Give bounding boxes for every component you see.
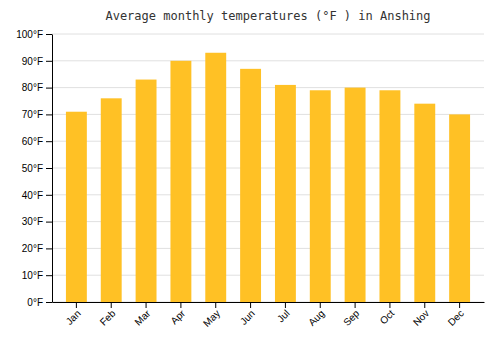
x-axis: Jan Feb Mar Apr May Jun Jul Aug Sep Oct Nov Dec — [53, 302, 485, 329]
bar — [345, 88, 366, 302]
x-tick-label: Jan — [64, 308, 83, 327]
y-axis: 0°F 10°F 20°F 30°F 40°F 50°F 60°F 70°F 80°F 90°F 1… — [16, 29, 52, 308]
x-tick: Nov — [411, 302, 431, 328]
grid-line — [52, 34, 484, 35]
grid-line — [52, 60, 484, 61]
x-tick-mark — [424, 302, 425, 308]
y-tick-mark — [46, 141, 52, 142]
x-tick-label: Sep — [341, 307, 362, 328]
y-tick: 90°F — [22, 56, 52, 67]
x-tick: Jan — [64, 302, 83, 327]
x-tick-mark — [76, 302, 77, 308]
x-tick-label: Mar — [132, 307, 152, 327]
y-tick-label: 100°F — [16, 29, 43, 40]
x-tick-mark — [355, 302, 356, 308]
y-tick: 70°F — [22, 109, 52, 120]
y-tick-mark — [46, 222, 52, 223]
bar — [310, 90, 331, 302]
bar — [379, 90, 400, 302]
x-tick-label: Oct — [378, 308, 397, 327]
x-tick: Jul — [275, 302, 292, 324]
x-tick-label: May — [201, 308, 222, 329]
chart-title: Average monthly temperatures (°F ) in An… — [105, 9, 430, 23]
x-tick-mark — [146, 302, 147, 308]
x-tick-mark — [180, 302, 181, 308]
x-tick-mark — [459, 302, 460, 308]
y-tick: 80°F — [22, 82, 52, 93]
y-tick: 100°F — [16, 29, 52, 40]
x-tick: Sep — [341, 302, 362, 328]
x-tick-label: Apr — [168, 307, 187, 326]
y-tick-mark — [46, 248, 52, 249]
x-tick-label: Jun — [238, 308, 257, 327]
x-tick: Aug — [306, 302, 326, 328]
x-tick-mark — [215, 302, 216, 308]
grid — [52, 34, 484, 302]
y-tick-mark — [46, 88, 52, 89]
y-tick: 10°F — [22, 270, 52, 281]
bar — [205, 53, 226, 302]
x-tick-mark — [320, 302, 321, 308]
bar — [101, 98, 122, 302]
x-tick: Jun — [238, 302, 257, 327]
y-tick-mark — [46, 61, 52, 62]
y-tick-mark — [46, 168, 52, 169]
chart-container: 0°F 10°F 20°F 30°F 40°F 50°F 60°F 70°F 80°F 90°F 1… — [0, 0, 500, 350]
y-axis-line — [52, 35, 53, 303]
bar — [136, 80, 157, 302]
plot-area: 0°F 10°F 20°F 30°F 40°F 50°F 60°F 70°F 80°F 90°F 1… — [16, 29, 484, 329]
y-tick: 0°F — [27, 297, 52, 308]
y-tick-label: 30°F — [22, 216, 43, 227]
x-tick-mark — [111, 302, 112, 308]
bar — [275, 85, 296, 302]
x-tick-label: Feb — [98, 307, 118, 327]
y-tick-mark — [46, 275, 52, 276]
bar — [170, 61, 191, 302]
y-tick-mark — [46, 114, 52, 115]
chart-svg: 0°F 10°F 20°F 30°F 40°F 50°F 60°F 70°F 80°F 90°F 1… — [0, 0, 500, 350]
x-tick-label: Jul — [275, 308, 292, 325]
y-tick-label: 90°F — [22, 56, 43, 67]
x-tick-label: Dec — [446, 308, 466, 328]
y-tick: 60°F — [22, 136, 52, 147]
x-tick-label: Nov — [411, 308, 431, 328]
x-tick: Mar — [132, 302, 152, 328]
y-tick-label: 20°F — [22, 243, 43, 254]
y-tick-label: 80°F — [22, 82, 43, 93]
x-tick-mark — [285, 302, 286, 308]
y-tick-label: 60°F — [22, 136, 43, 147]
y-tick: 50°F — [22, 163, 52, 174]
y-tick-mark — [46, 195, 52, 196]
y-tick: 20°F — [22, 243, 52, 254]
x-tick: Apr — [168, 302, 187, 326]
x-axis-line — [53, 302, 485, 303]
y-tick-label: 50°F — [22, 163, 43, 174]
x-tick: Oct — [378, 302, 397, 326]
y-tick-label: 10°F — [22, 270, 43, 281]
bar — [449, 114, 470, 302]
x-tick: Feb — [98, 302, 118, 328]
x-tick: May — [201, 302, 222, 329]
grid-line — [52, 87, 484, 88]
bar — [66, 112, 87, 302]
y-tick: 40°F — [22, 190, 52, 201]
x-tick: Dec — [446, 302, 466, 328]
y-tick-label: 70°F — [22, 109, 43, 120]
bar — [414, 104, 435, 302]
x-tick-mark — [250, 302, 251, 308]
y-tick-mark — [46, 34, 52, 35]
bars — [66, 53, 470, 302]
x-tick-label: Aug — [306, 308, 326, 328]
y-tick: 30°F — [22, 216, 52, 227]
y-tick-mark — [46, 302, 52, 303]
y-tick-label: 0°F — [27, 297, 43, 308]
x-tick-mark — [389, 302, 390, 308]
y-tick-label: 40°F — [22, 190, 43, 201]
bar — [240, 69, 261, 302]
